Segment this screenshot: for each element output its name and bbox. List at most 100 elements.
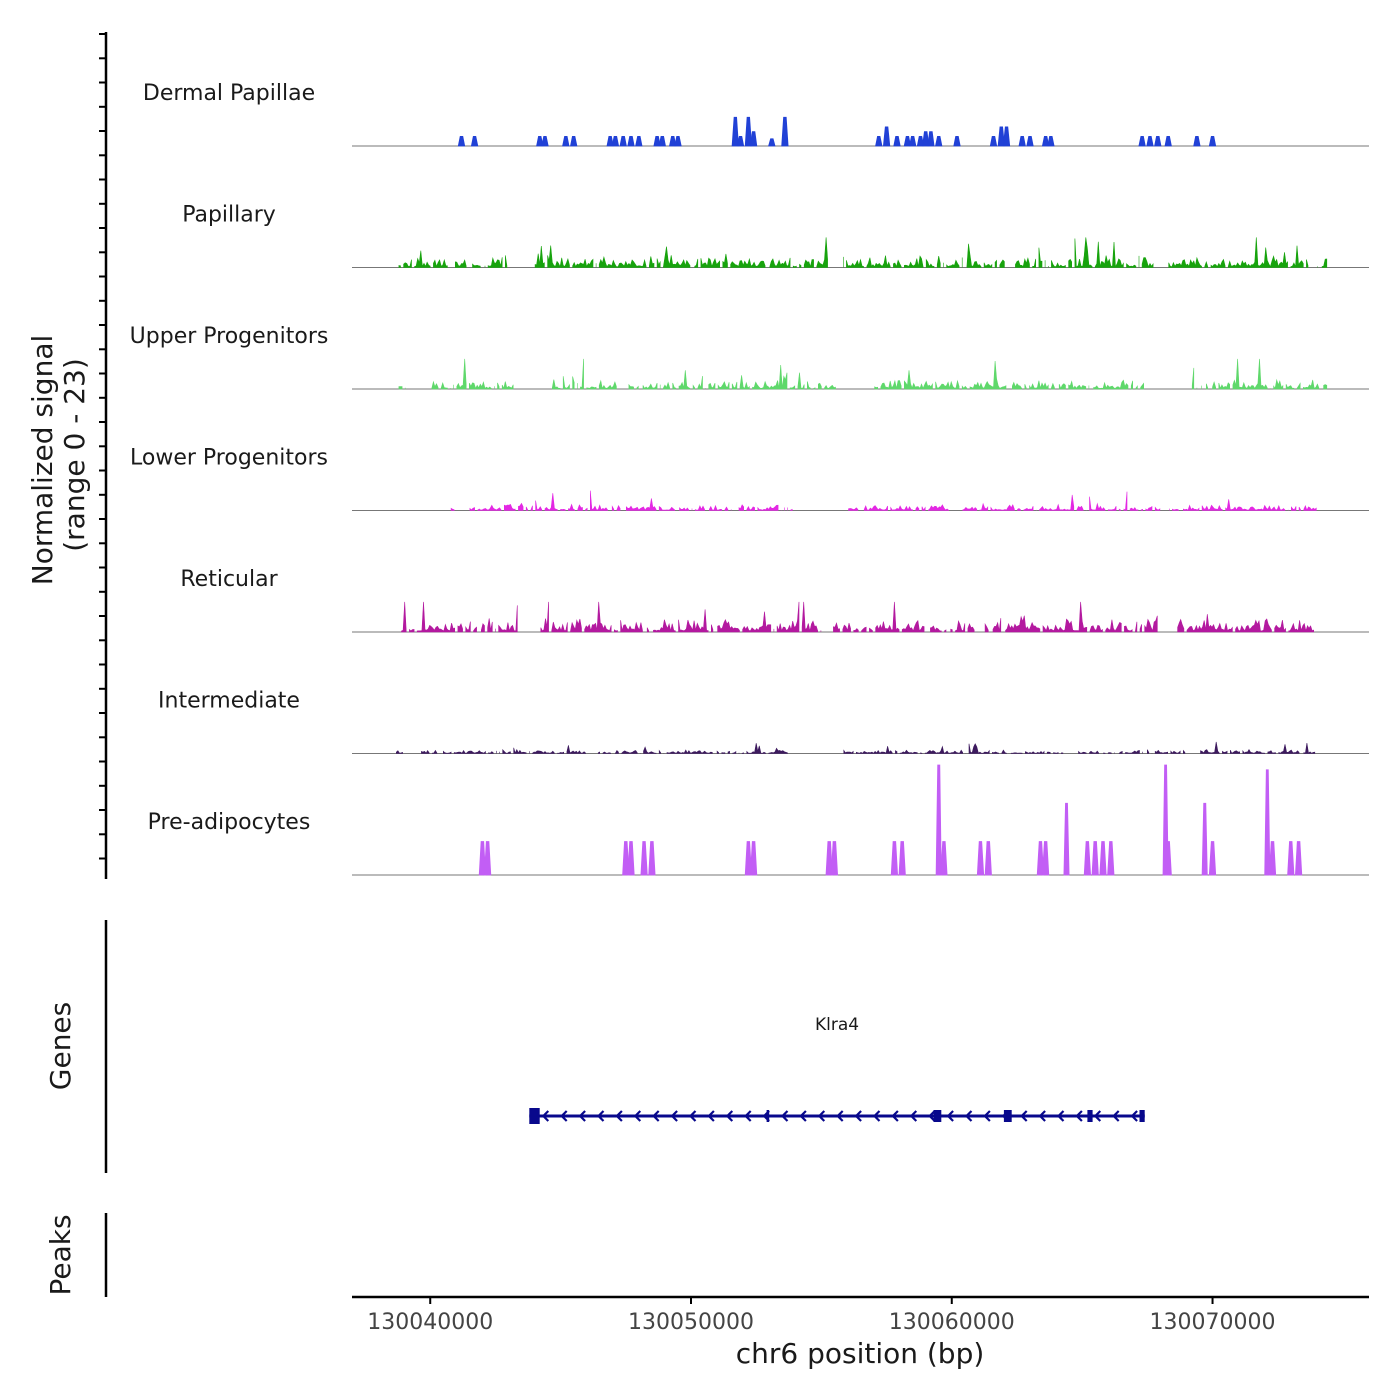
signal-area: [1118, 750, 1123, 754]
signal-peak: [622, 841, 630, 876]
signal-peak: [1026, 136, 1034, 147]
signal-area: [621, 750, 638, 754]
signal-area: [692, 384, 695, 390]
peaks-panel-title: Peaks: [44, 1214, 77, 1295]
signal-area: [776, 601, 800, 633]
signal-peak: [997, 126, 1005, 147]
signal-area: [403, 259, 412, 268]
signal-peak: [830, 841, 839, 876]
signal-area: [502, 749, 511, 754]
signal-area: [1124, 625, 1133, 633]
signal-area: [552, 379, 561, 390]
signal-area: [398, 386, 403, 390]
signal-peak: [1268, 841, 1277, 876]
gene-Klra4: Klra4: [529, 1015, 1145, 1124]
signal-area: [1089, 496, 1106, 511]
signal-area: [1274, 620, 1286, 633]
signal-area: [602, 751, 611, 754]
strand-arrow: [872, 1110, 881, 1122]
signal-peak: [669, 136, 677, 147]
signal-peak: [749, 131, 758, 147]
signal-area: [925, 258, 935, 268]
signal-peak: [640, 841, 648, 876]
signal-area: [1039, 494, 1075, 511]
strand-arrow: [707, 1110, 715, 1122]
signal-area: [895, 750, 898, 754]
signal-area: [1210, 258, 1226, 268]
track-label: Dermal Papillae: [143, 81, 315, 106]
signal-area: [611, 505, 615, 511]
signal-peak: [1047, 136, 1055, 147]
signal-area: [1135, 621, 1138, 633]
signal-peak: [1264, 769, 1271, 876]
signal-area: [790, 508, 793, 511]
signal-peak: [611, 136, 620, 147]
signal-area: [440, 382, 448, 390]
signal-peak: [1193, 136, 1201, 147]
strand-arrow: [1112, 1110, 1120, 1122]
signal-peak: [635, 136, 643, 147]
signal-area: [818, 382, 822, 390]
signal-area: [1285, 384, 1295, 390]
signal-area: [1230, 749, 1240, 754]
signal-area: [711, 624, 714, 633]
signal-area: [824, 384, 836, 390]
signal-area: [968, 743, 990, 754]
signal-area: [1204, 260, 1209, 268]
track-label: Pre-adipocytes: [148, 810, 311, 835]
signal-peak: [1201, 802, 1208, 876]
gene-track: Klra4: [529, 1015, 1145, 1124]
x-axis-ticks: 130040000 130050000 130060000 130070000: [367, 1297, 1276, 1335]
exon: [1139, 1110, 1145, 1122]
signal-area: [1222, 750, 1228, 754]
strand-arrow: [725, 1110, 734, 1122]
signal-area: [1267, 750, 1276, 754]
signal-peak: [953, 136, 961, 147]
signal-area: [890, 505, 913, 511]
signal-peak: [1208, 136, 1217, 147]
signal-area: [1126, 263, 1137, 268]
signal-area: [797, 372, 805, 390]
strand-arrow: [928, 1110, 936, 1122]
signal-area: [540, 601, 549, 633]
signal-area: [1093, 379, 1129, 390]
signal-area: [534, 245, 545, 268]
exon: [766, 1110, 770, 1122]
signal-peak: [875, 136, 883, 147]
signal-area: [658, 506, 676, 511]
signal-area: [457, 623, 463, 633]
signal-area: [653, 619, 676, 633]
signal-area: [1118, 508, 1121, 511]
signal-area: [678, 609, 709, 633]
strand-arrow: [541, 1110, 550, 1122]
signal-area: [1015, 257, 1030, 268]
signal-area: [738, 504, 744, 511]
x-tick-label: 130040000: [367, 1310, 493, 1335]
signal-peak: [781, 116, 789, 147]
signal-area: [585, 507, 588, 511]
signal-area: [842, 623, 851, 633]
signal-area: [899, 749, 918, 754]
signal-area: [1144, 615, 1158, 633]
signal-peak: [1091, 841, 1099, 876]
signal-area: [414, 250, 431, 268]
signal-peak: [749, 841, 758, 876]
signal-area: [742, 611, 772, 633]
signal-area: [716, 750, 719, 754]
signal-area: [530, 505, 533, 511]
signal-area: [789, 385, 796, 390]
exon: [1003, 1110, 1012, 1122]
signal-peak: [457, 136, 466, 147]
signal-peak: [541, 136, 549, 147]
strand-arrow: [1038, 1110, 1046, 1122]
x-tick-label: 130070000: [1150, 1310, 1276, 1335]
signal-area: [694, 258, 699, 268]
signal-peak: [825, 841, 833, 876]
signal-area: [649, 256, 655, 268]
genes-panel-title: Genes: [44, 1002, 77, 1090]
signal-peak: [1002, 126, 1011, 147]
signal-peak: [1063, 802, 1070, 876]
signal-area: [1125, 750, 1140, 754]
signal-area: [694, 505, 705, 511]
